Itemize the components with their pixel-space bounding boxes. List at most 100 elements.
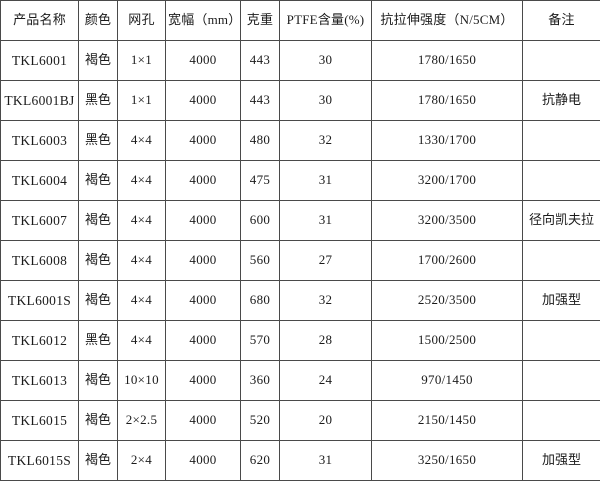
cell-mesh: 10×10 xyxy=(118,361,166,401)
cell-width: 4000 xyxy=(166,241,241,281)
cell-tensile: 3200/1700 xyxy=(372,161,523,201)
cell-ptfe: 32 xyxy=(280,281,372,321)
cell-weight: 520 xyxy=(241,401,280,441)
cell-ptfe: 30 xyxy=(280,41,372,81)
column-header-width: 宽幅（mm） xyxy=(166,1,241,41)
cell-name: TKL6007 xyxy=(1,201,79,241)
cell-mesh: 4×4 xyxy=(118,241,166,281)
cell-name: TKL6015S xyxy=(1,441,79,481)
cell-color: 褐色 xyxy=(79,241,118,281)
column-header-product-name: 产品名称 xyxy=(1,1,79,41)
cell-ptfe: 31 xyxy=(280,201,372,241)
column-header-mesh: 网孔 xyxy=(118,1,166,41)
cell-tensile: 970/1450 xyxy=(372,361,523,401)
cell-name: TKL6001BJ xyxy=(1,81,79,121)
cell-tensile: 1330/1700 xyxy=(372,121,523,161)
cell-ptfe: 31 xyxy=(280,161,372,201)
cell-width: 4000 xyxy=(166,441,241,481)
cell-ptfe: 32 xyxy=(280,121,372,161)
cell-mesh: 1×1 xyxy=(118,41,166,81)
cell-remark xyxy=(523,241,600,281)
cell-width: 4000 xyxy=(166,361,241,401)
cell-weight: 570 xyxy=(241,321,280,361)
cell-tensile: 2150/1450 xyxy=(372,401,523,441)
cell-color: 褐色 xyxy=(79,361,118,401)
cell-color: 褐色 xyxy=(79,281,118,321)
cell-ptfe: 24 xyxy=(280,361,372,401)
cell-width: 4000 xyxy=(166,161,241,201)
cell-tensile: 3200/3500 xyxy=(372,201,523,241)
cell-width: 4000 xyxy=(166,401,241,441)
column-header-weight: 克重 xyxy=(241,1,280,41)
cell-ptfe: 27 xyxy=(280,241,372,281)
cell-name: TKL6001 xyxy=(1,41,79,81)
cell-remark xyxy=(523,41,600,81)
cell-weight: 475 xyxy=(241,161,280,201)
cell-mesh: 4×4 xyxy=(118,281,166,321)
cell-remark: 加强型 xyxy=(523,281,600,321)
cell-name: TKL6004 xyxy=(1,161,79,201)
cell-weight: 600 xyxy=(241,201,280,241)
cell-remark: 加强型 xyxy=(523,441,600,481)
cell-color: 褐色 xyxy=(79,41,118,81)
cell-ptfe: 20 xyxy=(280,401,372,441)
cell-mesh: 4×4 xyxy=(118,321,166,361)
cell-color: 褐色 xyxy=(79,161,118,201)
cell-remark xyxy=(523,321,600,361)
cell-name: TKL6001S xyxy=(1,281,79,321)
cell-weight: 443 xyxy=(241,81,280,121)
cell-remark xyxy=(523,361,600,401)
cell-color: 褐色 xyxy=(79,441,118,481)
cell-weight: 443 xyxy=(241,41,280,81)
table-header: 产品名称 颜色 网孔 宽幅（mm） 克重 PTFE含量(%) 抗拉伸强度（N/5… xyxy=(1,1,600,41)
cell-width: 4000 xyxy=(166,281,241,321)
cell-color: 褐色 xyxy=(79,401,118,441)
cell-mesh: 2×4 xyxy=(118,441,166,481)
cell-mesh: 4×4 xyxy=(118,161,166,201)
column-header-remark: 备注 xyxy=(523,1,600,41)
table-header-row: 产品名称 颜色 网孔 宽幅（mm） 克重 PTFE含量(%) 抗拉伸强度（N/5… xyxy=(1,1,600,41)
cell-remark: 抗静电 xyxy=(523,81,600,121)
cell-remark xyxy=(523,401,600,441)
cell-name: TKL6003 xyxy=(1,121,79,161)
cell-tensile: 2520/3500 xyxy=(372,281,523,321)
cell-width: 4000 xyxy=(166,41,241,81)
cell-weight: 560 xyxy=(241,241,280,281)
cell-remark: 径向凯夫拉 xyxy=(523,201,600,241)
cell-tensile: 1500/2500 xyxy=(372,321,523,361)
cell-tensile: 3250/1650 xyxy=(372,441,523,481)
cell-color: 黑色 xyxy=(79,81,118,121)
cell-width: 4000 xyxy=(166,81,241,121)
cell-weight: 480 xyxy=(241,121,280,161)
column-header-tensile-strength: 抗拉伸强度（N/5CM） xyxy=(372,1,523,41)
cell-width: 4000 xyxy=(166,321,241,361)
cell-width: 4000 xyxy=(166,201,241,241)
cell-weight: 680 xyxy=(241,281,280,321)
cell-weight: 360 xyxy=(241,361,280,401)
cell-tensile: 1780/1650 xyxy=(372,81,523,121)
cell-mesh: 4×4 xyxy=(118,121,166,161)
cell-weight: 620 xyxy=(241,441,280,481)
cell-tensile: 1780/1650 xyxy=(372,41,523,81)
cell-mesh: 2×2.5 xyxy=(118,401,166,441)
cell-name: TKL6012 xyxy=(1,321,79,361)
cell-remark xyxy=(523,161,600,201)
cell-remark xyxy=(523,121,600,161)
cell-ptfe: 30 xyxy=(280,81,372,121)
cell-width: 4000 xyxy=(166,121,241,161)
cell-name: TKL6008 xyxy=(1,241,79,281)
cell-name: TKL6013 xyxy=(1,361,79,401)
cell-tensile: 1700/2600 xyxy=(372,241,523,281)
